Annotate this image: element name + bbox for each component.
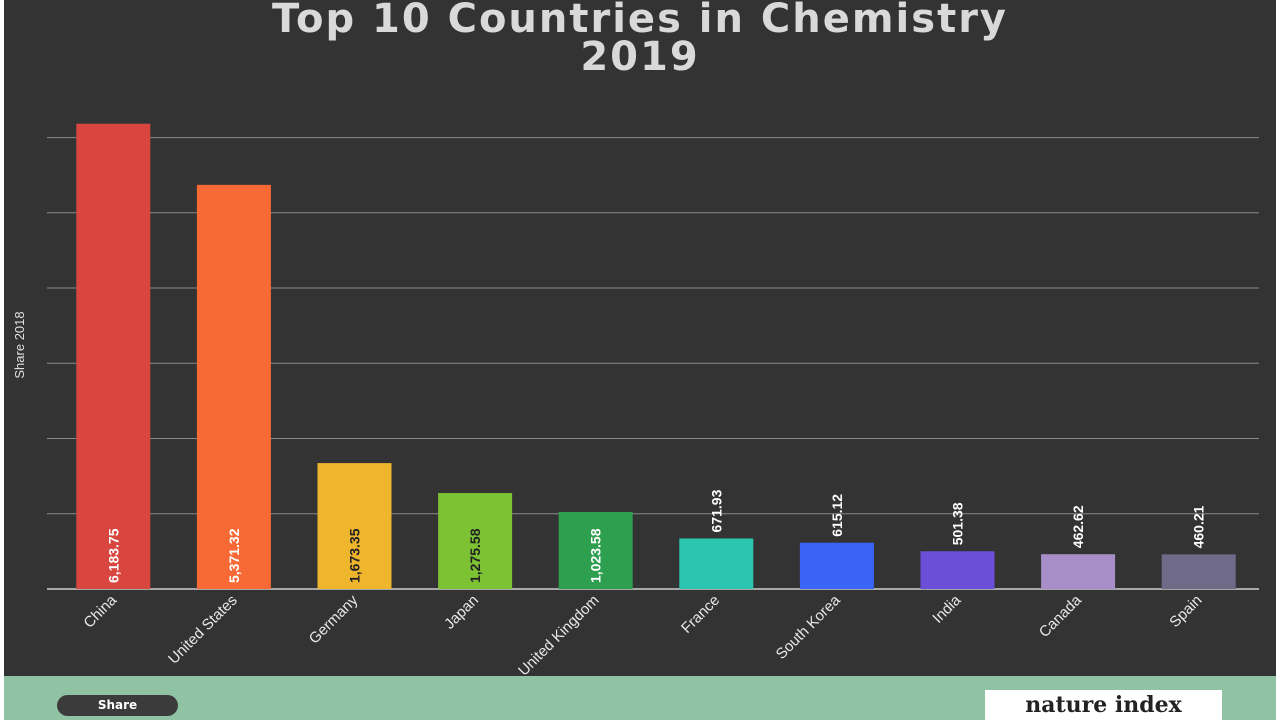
value-label: 671.93 (708, 489, 724, 532)
x-tick-label: France (678, 592, 723, 637)
value-label: 1,023.58 (588, 528, 604, 583)
bar (196, 184, 271, 589)
footer: Share nature index (4, 676, 1276, 720)
bar (317, 463, 392, 589)
value-label: 6,183.75 (105, 528, 121, 583)
bar (76, 123, 151, 589)
bar (438, 493, 513, 589)
chart: Share 2018 China 6,183.75 United States 5,3… (12, 123, 1259, 676)
bar (799, 542, 874, 589)
chart-title: Top 10 Countries in Chemistry 2019 (271, 0, 1008, 80)
bar (558, 511, 633, 589)
x-tick-label: Canada (1036, 591, 1086, 641)
bar (1161, 554, 1236, 589)
x-tick-label: South Korea (773, 591, 844, 662)
bar (679, 538, 754, 589)
value-label: 615.12 (829, 494, 845, 537)
share-button[interactable]: Share (57, 695, 178, 716)
x-tick-label: China (80, 591, 120, 631)
x-tick-label: India (929, 591, 964, 626)
x-tick-label: Japan (441, 592, 482, 633)
value-label: 1,673.35 (347, 528, 363, 583)
x-tick-label: Germany (306, 591, 362, 647)
value-label: 5,371.32 (226, 528, 242, 583)
y-axis-label: Share 2018 (12, 311, 27, 378)
x-tick-label: Spain (1166, 592, 1205, 631)
bar (1041, 554, 1116, 589)
value-label: 462.62 (1070, 505, 1086, 548)
value-label: 501.38 (950, 502, 966, 545)
value-label: 1,275.58 (467, 528, 483, 583)
x-tick-label: United Kingdom (515, 592, 602, 676)
value-label: 460.21 (1191, 505, 1207, 548)
x-tick-label: United States (165, 592, 241, 668)
logo: nature index (985, 690, 1222, 720)
bar (920, 551, 995, 589)
